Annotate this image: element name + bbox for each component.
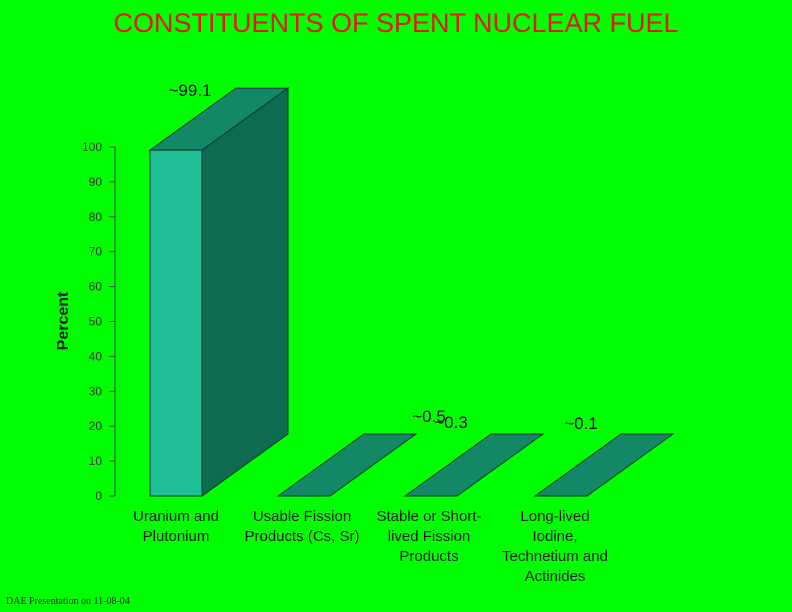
category-label-line: Usable Fission <box>253 508 351 525</box>
category-label: Stable or Short-lived Fission Products <box>376 508 481 565</box>
category-label: Usable Fission Products (Cs, Sr) <box>244 508 359 545</box>
y-tick-label: 70 <box>89 245 103 259</box>
value-labels: ~99.1 ~0.5~0.3 ~0.1 <box>168 81 597 433</box>
bar <box>276 433 418 497</box>
bar <box>533 433 675 497</box>
category-label-line: Products <box>399 548 458 565</box>
chart-title: CONSTITUENTS OF SPENT NUCLEAR FUEL <box>113 8 679 38</box>
data-label: ~0.1 <box>564 414 598 433</box>
category-label-line: Plutonium <box>143 528 210 545</box>
y-tick-label: 80 <box>89 210 103 224</box>
data-label: ~0.5 <box>412 407 446 426</box>
data-label: ~0.3 <box>434 413 468 432</box>
category-label-line: Actinides <box>525 568 586 585</box>
y-tick-label: 60 <box>89 280 103 294</box>
category-labels: Uranium and Plutonium Usable Fission Produc… <box>133 508 608 585</box>
y-tick-label: 50 <box>89 315 103 329</box>
bars <box>148 87 675 497</box>
bar-flat-slab <box>276 433 418 497</box>
y-tick-label: 0 <box>95 489 102 503</box>
bar-front-face <box>149 149 203 497</box>
category-label-line: Uranium and <box>133 508 219 525</box>
category-label-line: Long-lived <box>520 508 589 525</box>
category-label: Uranium and Plutonium <box>133 508 219 545</box>
y-tick-label: 100 <box>82 140 102 154</box>
y-axis-ticks: 0 10 20 30 40 50 60 70 80 90 100 <box>82 140 115 503</box>
category-label: Long-lived Iodine, Technetium and Actinides <box>502 508 608 585</box>
bar <box>148 87 290 497</box>
category-label-line: Technetium and <box>502 548 608 565</box>
category-label-line: Products (Cs, Sr) <box>244 528 359 545</box>
category-label-line: Iodine, <box>532 528 577 545</box>
bar-flat-slab <box>403 433 545 497</box>
bar-flat-slab <box>533 433 675 497</box>
y-tick-label: 90 <box>89 175 103 189</box>
y-tick-label: 10 <box>89 454 103 468</box>
footer-note: DAE Presentation on 11-08-04 <box>6 596 130 607</box>
y-axis-label: Percent <box>55 291 72 350</box>
category-label-line: Stable or Short- <box>376 508 481 525</box>
category-label-line: lived Fission <box>388 528 471 545</box>
y-tick-label: 20 <box>89 419 103 433</box>
bar <box>403 433 545 497</box>
y-tick-label: 40 <box>89 349 103 363</box>
data-label: ~99.1 <box>168 81 211 100</box>
y-tick-label: 30 <box>89 384 103 398</box>
bar-side-face <box>201 87 289 497</box>
